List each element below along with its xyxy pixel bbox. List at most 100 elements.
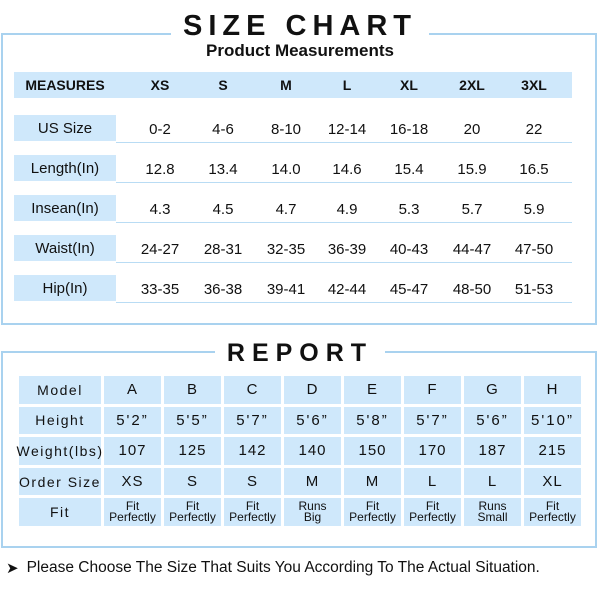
report-value: S: [224, 467, 281, 496]
fit-text: Perfectly: [349, 510, 396, 525]
report-value: E: [344, 376, 401, 404]
measure-value: 4.7: [275, 201, 297, 218]
measure-value: 45-47: [389, 281, 429, 298]
size-header: S: [218, 77, 228, 93]
row-divider: [116, 222, 572, 223]
measure-value: 8-10: [270, 121, 302, 138]
measure-value: 48-50: [452, 281, 492, 298]
measure-value: 32-35: [266, 241, 306, 258]
size-header-band: [14, 72, 572, 98]
fit-text: Perfectly: [409, 510, 456, 525]
fit-text: Fit: [365, 499, 380, 514]
report-value: 5'10”: [524, 406, 581, 435]
measure-value: 20: [463, 121, 481, 138]
report-value: XS: [104, 467, 161, 496]
size-header: XL: [400, 77, 418, 93]
measure-value: 5.3: [398, 201, 420, 218]
row-divider: [116, 182, 572, 183]
measures-header: MEASURES: [25, 77, 105, 93]
report-value: 5'8”: [344, 406, 401, 435]
measure-value: 44-47: [452, 241, 492, 258]
fit-cell: Runs Big: [284, 498, 341, 526]
report-value: A: [104, 376, 161, 404]
measure-value: 16-18: [389, 121, 429, 138]
report-value: L: [404, 467, 461, 496]
fit-cell: Fit Perfectly: [104, 498, 161, 526]
report-value: 215: [524, 437, 581, 465]
fit-text: Big: [303, 510, 322, 525]
fit-text: Perfectly: [169, 510, 216, 525]
note-text: Please Choose The Size That Suits You Ac…: [26, 559, 540, 576]
size-header: 3XL: [521, 77, 547, 93]
row-divider: [116, 262, 572, 263]
fit-text: Fit: [125, 499, 140, 514]
size-header: XS: [150, 77, 170, 93]
size-header: L: [342, 77, 352, 93]
report-value: 5'5”: [164, 406, 221, 435]
report-value: S: [164, 467, 221, 496]
measure-value: 15.9: [457, 161, 487, 178]
report-row-label: Weight(lbs): [16, 437, 102, 465]
fit-text: Perfectly: [229, 510, 276, 525]
size-advice-note: ➤ Please Choose The Size That Suits You …: [6, 559, 600, 577]
report-value: B: [164, 376, 221, 404]
fit-cell: Fit Perfectly: [404, 498, 461, 526]
report-value: 5'7”: [224, 406, 281, 435]
measure-value: 33-35: [140, 281, 180, 298]
arrow-right-icon: ➤: [6, 560, 19, 577]
measure-value: 36-39: [327, 241, 367, 258]
measure-value: 5.9: [523, 201, 545, 218]
size-header: M: [280, 77, 292, 93]
measure-label: Waist(In): [14, 235, 116, 261]
row-divider: [116, 142, 572, 143]
fit-text: Fit: [185, 499, 200, 514]
fit-text: Perfectly: [529, 510, 576, 525]
measure-value: 14.0: [271, 161, 301, 178]
size-chart-subtitle: Product Measurements: [206, 41, 394, 60]
report-value: G: [464, 376, 521, 404]
measure-value: 5.7: [461, 201, 483, 218]
measure-value: 12.8: [145, 161, 175, 178]
measure-value: 12-14: [327, 121, 367, 138]
report-table: Model A B C D E F G H Height 5'2” 5'5” 5'7” 5'6” 5'8” 5…: [16, 376, 581, 526]
fit-cell: Fit Perfectly: [164, 498, 221, 526]
measure-value: 40-43: [389, 241, 429, 258]
measure-value: 36-38: [203, 281, 243, 298]
measure-value: 47-50: [514, 241, 554, 258]
fit-text: Perfectly: [109, 510, 156, 525]
measure-value: 15.4: [394, 161, 424, 178]
measure-value: 24-27: [140, 241, 180, 258]
fit-text: Runs: [298, 499, 327, 514]
size-header: 2XL: [459, 77, 485, 93]
report-value: D: [284, 376, 341, 404]
report-value: F: [404, 376, 461, 404]
report-value: 187: [464, 437, 521, 465]
report-value: XL: [524, 467, 581, 496]
report-value: M: [284, 467, 341, 496]
measure-value: 13.4: [208, 161, 238, 178]
report-row-label: Height: [19, 406, 101, 435]
fit-text: Fit: [245, 499, 260, 514]
report-value: 150: [344, 437, 401, 465]
report-value: 5'7”: [404, 406, 461, 435]
measure-value: 4-6: [212, 121, 234, 138]
measure-label: Insean(In): [14, 195, 116, 221]
report-value: 125: [164, 437, 221, 465]
report-value: 5'6”: [284, 406, 341, 435]
measure-label: Hip(In): [14, 275, 116, 301]
fit-text: Small: [477, 510, 508, 525]
fit-text: Fit: [425, 499, 440, 514]
fit-text: Runs: [478, 499, 507, 514]
fit-cell: Fit Perfectly: [224, 498, 281, 526]
report-value: 142: [224, 437, 281, 465]
measure-value: 22: [525, 121, 543, 138]
report-row-label: Model: [19, 376, 101, 404]
report-title: REPORT: [0, 339, 600, 368]
measure-value: 51-53: [514, 281, 554, 298]
measure-value: 14.6: [332, 161, 362, 178]
measure-value: 4.5: [212, 201, 234, 218]
measure-value: 42-44: [327, 281, 367, 298]
row-divider: [116, 302, 572, 303]
measure-value: 4.3: [149, 201, 171, 218]
report-value: 107: [104, 437, 161, 465]
